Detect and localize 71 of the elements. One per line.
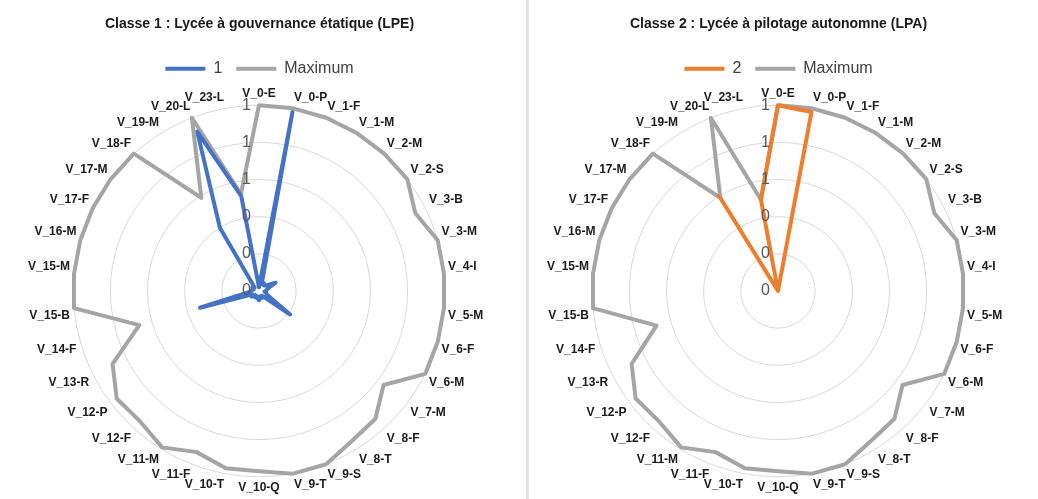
spoke-label: V_8-T (358, 451, 393, 466)
spoke-label: V_9-S (846, 467, 880, 482)
spoke-label: V_4-I (447, 258, 477, 273)
spoke-label: V_7-M (929, 404, 965, 419)
spoke-label: V_10-Q (238, 480, 280, 495)
spoke-label: V_9-T (293, 477, 328, 492)
legend-label: Maximum (284, 59, 354, 77)
spoke-label: V_19-M (636, 114, 679, 129)
legend-label: 2 (732, 59, 742, 77)
spoke-label: V_15-B (548, 308, 590, 323)
spoke-label: V_9-T (812, 477, 847, 492)
spoke-label: V_11-M (636, 451, 679, 466)
spoke-label: V_17-M (65, 161, 108, 176)
chart-title: Classe 1 : Lycée à gouvernance étatique (LPE) (104, 15, 415, 32)
spoke-label: V_17-M (584, 161, 627, 176)
spoke-label: V_8-T (877, 451, 912, 466)
spoke-label: V_2-S (410, 161, 444, 176)
spoke-label: V_11-M (117, 451, 160, 466)
spoke-label: V_0-P (293, 89, 328, 104)
spoke-label: V_6-F (960, 342, 994, 357)
spoke-label: V_17-F (568, 191, 609, 206)
spoke-label: V_15-M (546, 258, 590, 273)
y-tick-label: 0 (242, 244, 252, 262)
spoke-label: V_12-P (586, 404, 627, 419)
spoke-label: V_2-S (929, 161, 963, 176)
spoke-label: V_19-M (117, 114, 160, 129)
spoke-label: V_12-F (91, 430, 132, 445)
spoke-label: V_4-I (966, 258, 996, 273)
spoke-label: V_18-F (610, 135, 651, 150)
spoke-label: V_6-M (947, 375, 984, 390)
spoke-label: V_6-M (428, 375, 465, 390)
y-tick-label: 0 (242, 281, 252, 299)
spoke-label: V_13-R (567, 375, 609, 390)
legend-label: Maximum (803, 59, 873, 77)
spoke-label: V_10-Q (757, 480, 799, 495)
y-tick-label: 1 (242, 169, 252, 187)
spoke-label: V_3-B (947, 191, 983, 206)
spoke-label: V_1-M (358, 114, 395, 129)
spoke-label: V_12-F (610, 430, 651, 445)
spoke-label: V_16-M (34, 224, 77, 239)
spoke-label: V_0-P (812, 89, 847, 104)
spoke-label: V_3-B (428, 191, 464, 206)
y-tick-label: 1 (761, 132, 771, 150)
spoke-label: V_15-B (29, 308, 71, 323)
spoke-label: V_1-F (846, 99, 880, 114)
spoke-label: V_8-F (386, 430, 420, 445)
spoke-label: V_5-M (966, 308, 1003, 323)
spoke-label: V_13-R (48, 375, 90, 390)
spoke-label: V_12-P (67, 404, 108, 419)
spoke-label: V_14-F (37, 342, 77, 357)
legend-label: 1 (213, 59, 223, 77)
spoke-label: V_18-F (91, 135, 132, 150)
spoke-label: V_7-M (410, 404, 446, 419)
spoke-label: V_3-M (441, 224, 477, 239)
y-tick-label: 0 (761, 244, 771, 262)
spoke-label: V_1-M (877, 114, 914, 129)
y-tick-label: 0 (761, 281, 771, 299)
spoke-label: V_16-M (553, 224, 596, 239)
spoke-label: V_9-S (327, 467, 361, 482)
spoke-label: V_17-F (49, 191, 90, 206)
spoke-label: V_14-F (556, 342, 596, 357)
spoke-label: V_15-M (27, 258, 71, 273)
spoke-label: V_8-F (905, 430, 939, 445)
spoke-label: V_2-M (386, 135, 423, 150)
spoke-label: V_2-M (905, 135, 942, 150)
spoke-label: V_1-F (327, 99, 361, 114)
spoke-label: V_6-F (441, 342, 475, 357)
chart-title: Classe 2 : Lycée à pilotage autonomne (LPA) (629, 15, 928, 32)
spoke-label: V_3-M (960, 224, 996, 239)
y-tick-label: 1 (242, 132, 252, 150)
spoke-label: V_5-M (447, 308, 484, 323)
